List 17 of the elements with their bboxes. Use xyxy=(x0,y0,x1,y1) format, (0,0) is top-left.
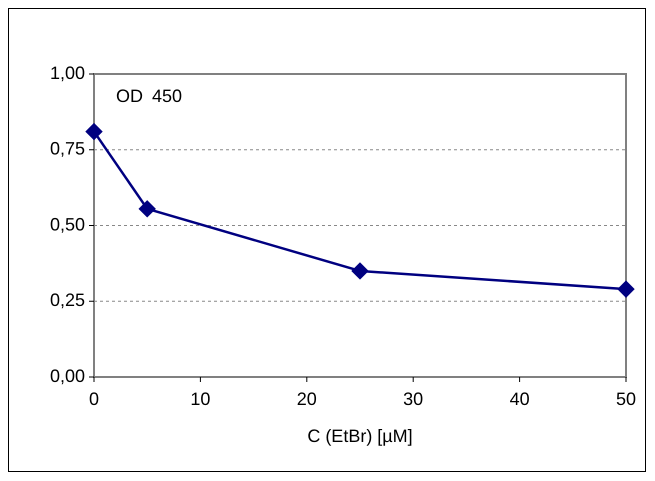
point xyxy=(618,280,634,298)
y-tick-label: 0,25 xyxy=(50,290,85,310)
point xyxy=(352,262,368,280)
x-tick-label: 0 xyxy=(88,389,100,409)
x-tick-label: 40 xyxy=(510,389,530,409)
x-tick-label: 30 xyxy=(403,389,424,409)
point xyxy=(86,123,102,140)
y-tick-label: 0,75 xyxy=(50,138,85,158)
annotation: OD 450 xyxy=(116,86,182,106)
x-tick-label: 10 xyxy=(190,389,210,409)
y-tick-label: 1,00 xyxy=(50,62,85,83)
y-tick-label: 0,00 xyxy=(50,366,85,386)
point xyxy=(138,200,156,218)
x-axis-title: C (EtBr) [µM] xyxy=(307,426,413,446)
x-tick-label: 20 xyxy=(296,389,317,409)
y-tick-label: 0,50 xyxy=(50,214,85,234)
x-tick-label: 50 xyxy=(616,389,636,409)
